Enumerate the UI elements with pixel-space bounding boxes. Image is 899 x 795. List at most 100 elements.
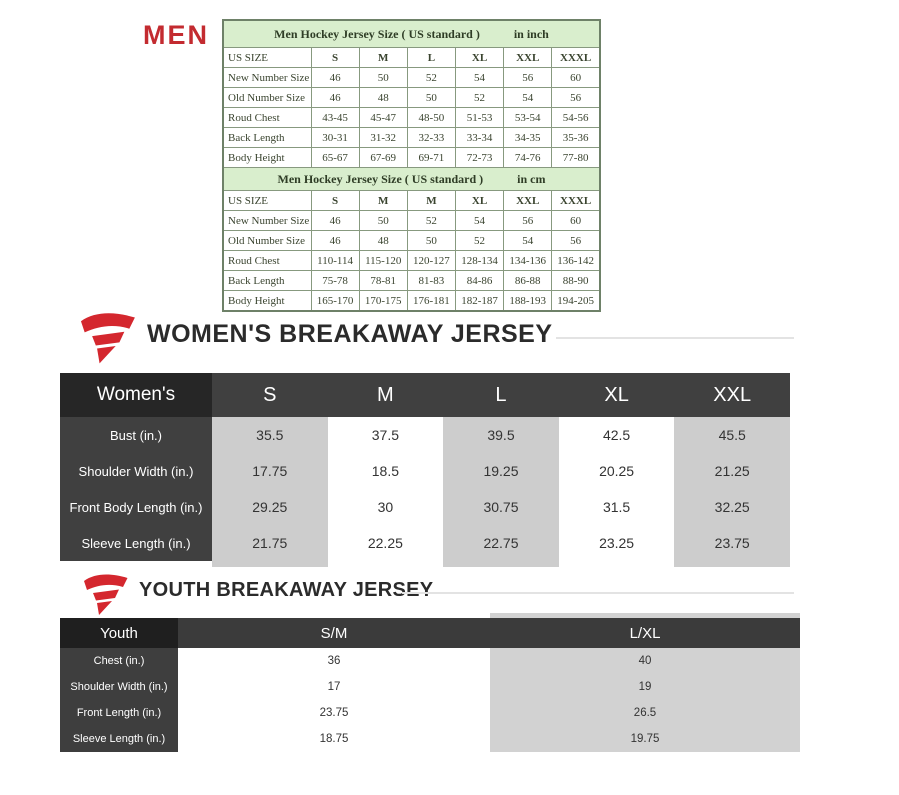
measure-row-label: Back Length: [222, 270, 312, 291]
measure-row-label: Old Number Size: [222, 230, 312, 251]
size-value-cell: 182-187: [454, 290, 505, 312]
measure-row-label: Body Height: [222, 290, 312, 312]
size-value-cell: 22.25: [327, 525, 444, 561]
size-value-cell: 18.75: [178, 726, 490, 752]
size-value-cell: 51-53: [454, 107, 505, 128]
measure-row-label: Front Body Length (in.): [60, 489, 212, 525]
size-value-cell: 52: [454, 87, 505, 108]
size-value-cell: 36: [178, 648, 490, 674]
men-size-table: Men Hockey Jersey Size ( US standard ) in…: [222, 19, 601, 312]
measure-row-label: Front Length (in.): [60, 700, 178, 726]
measure-row-label: Roud Chest: [222, 250, 312, 271]
size-column-header: S/M: [178, 618, 490, 648]
size-value-cell: 45-47: [358, 107, 408, 128]
column-shade-extension: [443, 561, 559, 567]
size-value-cell: 29.25: [212, 489, 328, 525]
size-value-cell: 54: [503, 230, 553, 251]
size-value-cell: 23.75: [674, 525, 790, 561]
measure-row-label: Old Number Size: [222, 87, 312, 108]
size-value-cell: 37.5: [327, 417, 444, 453]
size-value-cell: 20.25: [558, 453, 675, 489]
size-column-header: M: [358, 47, 408, 68]
size-column-header: XXXL: [551, 47, 601, 68]
size-column-header: XXL: [503, 190, 553, 211]
measure-row-label: Back Length: [222, 127, 312, 148]
size-value-cell: 81-83: [406, 270, 456, 291]
size-column-header: XXXL: [551, 190, 601, 211]
size-value-cell: 26.5: [490, 700, 800, 726]
measure-row-label: Bust (in.): [60, 417, 212, 453]
size-value-cell: 46: [310, 87, 360, 108]
size-value-cell: 78-81: [358, 270, 408, 291]
size-value-cell: 88-90: [551, 270, 601, 291]
size-value-cell: 120-127: [406, 250, 456, 271]
size-value-cell: 84-86: [454, 270, 505, 291]
size-value-cell: 21.75: [212, 525, 328, 561]
men-section-label: MEN: [143, 20, 209, 50]
heading-rule: [402, 592, 794, 594]
size-column-header: XL: [558, 373, 675, 417]
size-value-cell: 30: [327, 489, 444, 525]
size-value-cell: 54: [454, 210, 505, 231]
size-value-cell: 115-120: [358, 250, 408, 271]
size-value-cell: 32.25: [674, 489, 790, 525]
size-value-cell: 77-80: [551, 147, 601, 168]
size-value-cell: 46: [310, 230, 360, 251]
column-shade-extension: [674, 561, 790, 567]
column-shade-extension: [328, 561, 444, 567]
size-value-cell: 19.25: [443, 453, 559, 489]
youth-section-heading: YOUTH BREAKAWAY JERSEY: [139, 579, 434, 601]
table-row: Back Length 30-31 31-32 32-33 33-34 34-35 35-3…: [222, 127, 601, 148]
youth-table-corner-header: Youth: [60, 618, 178, 648]
heading-rule: [556, 337, 794, 339]
size-value-cell: 67-69: [358, 147, 408, 168]
size-column-header: XL: [454, 47, 505, 68]
size-value-cell: 56: [551, 87, 601, 108]
size-value-cell: 18.5: [327, 453, 444, 489]
size-value-cell: 86-88: [503, 270, 553, 291]
men-table-unit-label: in inch: [513, 26, 549, 41]
size-value-cell: 42.5: [558, 417, 675, 453]
measure-row-label: Chest (in.): [60, 648, 178, 674]
table-row: Old Number Size 46 48 50 52 54 56: [222, 87, 601, 108]
size-value-cell: 35-36: [551, 127, 601, 148]
table-row: Body Height 165-170 170-175 176-181 182-187 1…: [222, 290, 601, 312]
size-value-cell: 22.75: [443, 525, 559, 561]
size-value-cell: 165-170: [310, 290, 360, 312]
size-value-cell: 50: [358, 210, 408, 231]
size-value-cell: 52: [406, 67, 456, 88]
size-value-cell: 31.5: [558, 489, 675, 525]
measure-row-label: Sleeve Length (in.): [60, 726, 178, 752]
size-column-header: L/XL: [490, 618, 800, 648]
column-shade-extension: [60, 561, 212, 567]
size-value-cell: 128-134: [454, 250, 505, 271]
measure-row-label: New Number Size: [222, 67, 312, 88]
measure-row-label: Shoulder Width (in.): [60, 674, 178, 700]
size-column-header: L: [443, 373, 559, 417]
size-value-cell: 19: [490, 674, 800, 700]
measure-row-label: Sleeve Length (in.): [60, 525, 212, 561]
size-value-cell: 170-175: [358, 290, 408, 312]
table-row: Roud Chest 110-114 115-120 120-127 128-134 13…: [222, 250, 601, 271]
table-row: New Number Size 46 50 52 54 56 60: [222, 210, 601, 231]
size-value-cell: 40: [490, 648, 800, 674]
size-value-cell: 60: [551, 67, 601, 88]
size-value-cell: 52: [454, 230, 505, 251]
measure-row-label: New Number Size: [222, 210, 312, 231]
table-row: Old Number Size 46 48 50 52 54 56: [222, 230, 601, 251]
size-value-cell: 50: [406, 230, 456, 251]
size-value-cell: 54: [503, 87, 553, 108]
size-value-cell: 30.75: [443, 489, 559, 525]
size-value-cell: 30-31: [310, 127, 360, 148]
size-value-cell: 23.25: [558, 525, 675, 561]
size-value-cell: 52: [406, 210, 456, 231]
size-value-cell: 48: [358, 87, 408, 108]
table-row: New Number Size 46 50 52 54 56 60: [222, 67, 601, 88]
size-column-header: L: [406, 47, 456, 68]
men-table-unit-label: in cm: [517, 171, 546, 186]
measure-row-label: Roud Chest: [222, 107, 312, 128]
size-value-cell: 74-76: [503, 147, 553, 168]
table-row: Back Length 75-78 78-81 81-83 84-86 86-88 88-9…: [222, 270, 601, 291]
size-value-cell: 110-114: [310, 250, 360, 271]
size-value-cell: 34-35: [503, 127, 553, 148]
